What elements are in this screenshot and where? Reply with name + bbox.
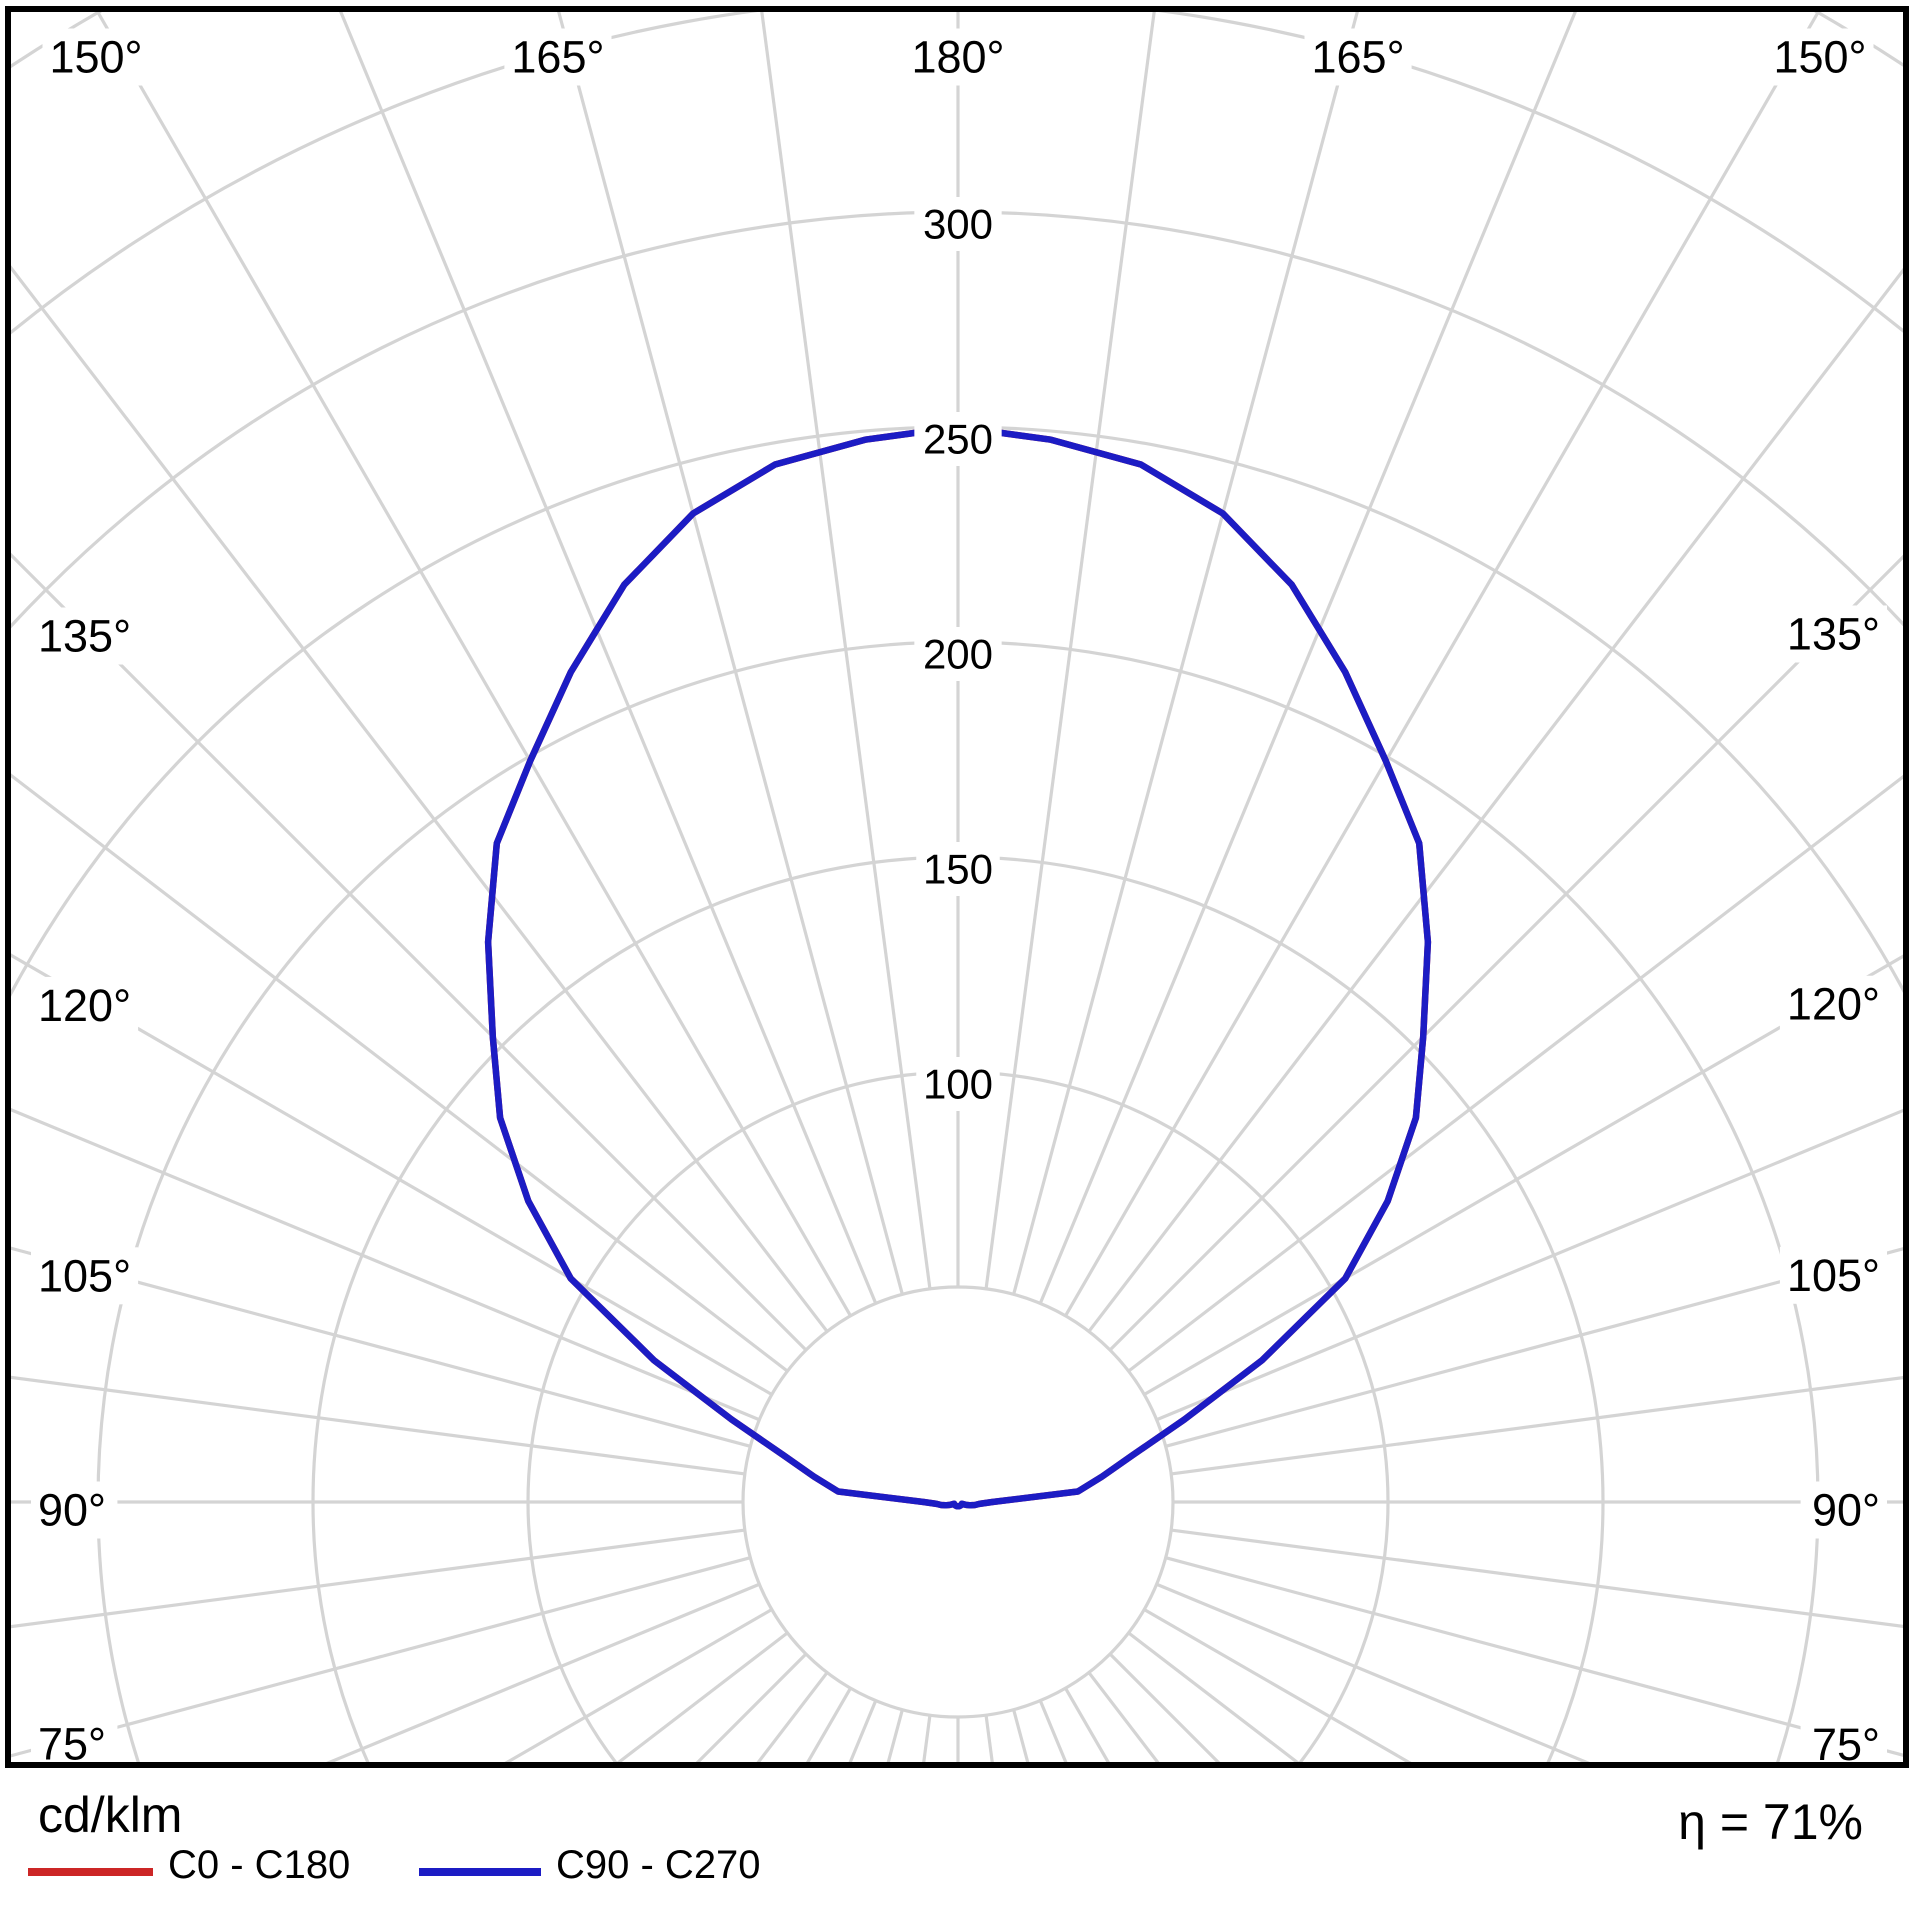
grid-ray	[1038, 12, 1577, 1304]
grid-ray	[11, 1556, 751, 1758]
grid-ray	[1087, 267, 1903, 1333]
angle-tick-label-bg	[1766, 28, 1874, 86]
grid-ray	[1156, 1108, 1903, 1422]
angle-tick-label: 165°	[1312, 32, 1405, 83]
radius-tick-label: 150	[923, 846, 993, 893]
angle-tick-label: 135°	[1787, 609, 1880, 660]
angle-tick-label-bg	[904, 28, 1012, 86]
grid-ray	[984, 12, 1156, 1290]
angle-tick-label: 180°	[911, 32, 1004, 83]
radius-tick-label-bg	[914, 412, 1002, 466]
grid-ray	[11, 1246, 751, 1448]
angle-tick-label: 120°	[1787, 979, 1880, 1030]
angle-tick-label: 90°	[38, 1485, 106, 1536]
grid-ray	[11, 953, 773, 1396]
grid-ray	[1064, 12, 1821, 1317]
grid-ring	[741, 1285, 1175, 1719]
plot-frame	[5, 6, 1909, 1768]
grid-ray	[1143, 954, 1903, 1396]
grid-ray	[11, 265, 829, 1333]
grid-ray	[1165, 1556, 1903, 1757]
radius-tick-label-bg	[916, 842, 1000, 896]
angle-tick-label-bg	[1779, 975, 1887, 1033]
angle-tick-label: 105°	[38, 1250, 131, 1301]
angle-tick-label-bg	[31, 1481, 118, 1539]
angle-tick-label: 90°	[1812, 1485, 1880, 1536]
angle-tick-label: 150°	[1773, 32, 1866, 83]
radius-tick-label-bg	[914, 627, 1002, 681]
radius-tick-label-bg	[916, 1057, 1000, 1111]
angle-tick-label: 75°	[1812, 1719, 1880, 1770]
radius-tick-label-bg	[914, 197, 1002, 251]
grid-ray	[1127, 774, 1903, 1373]
angle-tick-label-bg	[31, 607, 139, 665]
angle-tick-label: 165°	[511, 32, 604, 83]
angle-tick-label-bg	[504, 28, 612, 86]
grid-ray	[1012, 12, 1359, 1295]
grid-ray	[326, 1582, 760, 1762]
grid-ray	[760, 12, 932, 1290]
angle-tick-label-bg	[1779, 1246, 1887, 1304]
angle-tick-label: 135°	[38, 611, 131, 662]
legend-label-c90: C90 - C270	[556, 1843, 761, 1887]
legend-line-c0-icon	[28, 1868, 153, 1876]
radius-tick-label: 200	[923, 631, 993, 678]
radius-tick-label: 300	[923, 201, 993, 248]
grid-ray	[95, 12, 852, 1317]
radius-tick-label: 250	[923, 416, 993, 463]
radius-tick-label: 100	[923, 1061, 993, 1108]
grid-ray	[11, 773, 789, 1373]
angle-tick-label-bg	[1779, 605, 1887, 663]
angle-tick-label: 105°	[1787, 1250, 1880, 1301]
efficiency-label: η = 71%	[1678, 1794, 1863, 1850]
tick-labels: 100 150 200 250 300 75° 75° 90° 90° 105° 105° 120° 1…	[31, 28, 1887, 1774]
grid-ray	[557, 12, 904, 1295]
units-label: cd/klm	[38, 1787, 183, 1843]
angle-tick-label-bg	[31, 976, 139, 1034]
grid-ray	[1170, 1528, 1903, 1629]
grid-ray	[11, 1375, 746, 1476]
grid-ray	[11, 1528, 746, 1629]
grid-ray	[1165, 1247, 1903, 1448]
legend-line-c90-icon	[419, 1868, 541, 1876]
angle-tick-label-bg	[31, 1247, 139, 1305]
grid-ray	[1170, 1375, 1903, 1476]
angle-tick-label: 75°	[38, 1719, 106, 1770]
legend: C0 - C180 C90 - C270	[0, 1840, 1920, 1900]
angle-tick-label-bg	[1304, 28, 1412, 86]
angle-tick-label: 150°	[49, 32, 142, 83]
angle-tick-label-bg	[1800, 1481, 1887, 1539]
angle-tick-label-bg	[42, 28, 150, 86]
grid-ray	[1156, 1582, 1590, 1762]
grid-ray	[11, 1108, 760, 1422]
legend-label-c0: C0 - C180	[168, 1843, 351, 1887]
grid-ray	[339, 12, 878, 1304]
grid-ray	[1108, 554, 1903, 1352]
grid-ray	[11, 552, 808, 1352]
angle-tick-label: 120°	[38, 980, 131, 1031]
